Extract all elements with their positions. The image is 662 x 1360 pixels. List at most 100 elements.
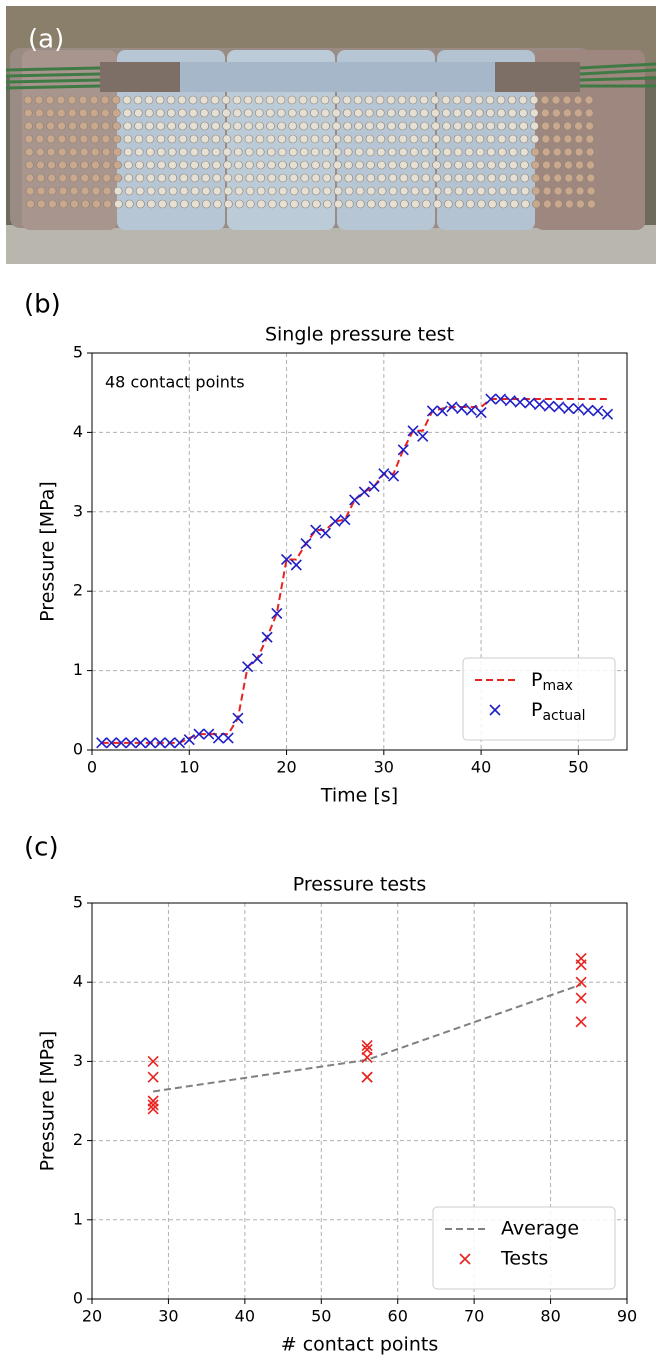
data-point xyxy=(378,468,390,480)
data-point xyxy=(147,1055,159,1067)
x-tick-label: 0 xyxy=(87,758,97,777)
chart-title: Single pressure test xyxy=(265,324,454,346)
x-tick-label: 60 xyxy=(388,1307,408,1326)
y-tick-label: 4 xyxy=(73,422,83,441)
data-point xyxy=(582,404,594,416)
plot-frame xyxy=(91,902,628,1300)
legend-box xyxy=(462,657,616,741)
data-point xyxy=(147,1071,159,1083)
y-tick-label: 1 xyxy=(73,660,83,679)
data-point xyxy=(553,401,565,413)
data-point xyxy=(144,737,156,749)
data-point xyxy=(105,737,118,749)
x-tick-label: 40 xyxy=(235,1307,255,1326)
data-point xyxy=(319,527,332,539)
data-point xyxy=(572,403,584,415)
data-point xyxy=(456,403,468,415)
data-point xyxy=(147,1103,159,1115)
data-point xyxy=(485,393,497,405)
data-point xyxy=(524,397,536,409)
x-tick-label: 40 xyxy=(471,758,491,777)
data-point xyxy=(387,470,400,482)
data-point xyxy=(575,976,587,988)
y-tick-label: 5 xyxy=(73,893,83,912)
data-point xyxy=(397,444,409,456)
y-axis-label: Pressure [MPa] xyxy=(37,1031,59,1172)
data-point xyxy=(125,737,137,749)
panel-label: (c) xyxy=(24,833,59,863)
legend-label: Average xyxy=(501,1218,579,1240)
y-tick-label: 2 xyxy=(73,1130,83,1149)
data-point xyxy=(183,734,195,746)
data-point xyxy=(339,514,351,526)
data-point xyxy=(349,494,361,506)
y-tick-label: 3 xyxy=(73,501,83,520)
legend-label: Tests xyxy=(500,1248,548,1270)
data-point xyxy=(575,1016,587,1028)
x-tick-label: 30 xyxy=(374,758,394,777)
y-tick-label: 1 xyxy=(73,1209,83,1228)
photo xyxy=(5,6,657,264)
y-tick-label: 4 xyxy=(73,972,83,991)
data-point xyxy=(575,992,587,1004)
data-point xyxy=(147,1095,159,1107)
data-point xyxy=(361,1071,373,1083)
panel-label: (b) xyxy=(24,290,61,320)
data-point xyxy=(222,732,234,744)
data-point xyxy=(300,537,312,550)
series-line xyxy=(152,983,582,1093)
legend-label: Pactual xyxy=(531,699,586,725)
data-point xyxy=(135,737,147,749)
data-point xyxy=(575,959,587,971)
data-point xyxy=(417,430,429,442)
data-point xyxy=(533,399,546,411)
x-tick-label: 90 xyxy=(617,1307,637,1326)
data-point xyxy=(164,737,176,749)
y-tick-label: 5 xyxy=(73,343,83,362)
data-point xyxy=(446,401,458,413)
chart-title: Pressure tests xyxy=(293,874,427,896)
x-tick-label: 80 xyxy=(540,1307,560,1326)
data-point xyxy=(329,515,341,527)
data-point xyxy=(173,737,186,749)
data-point xyxy=(232,712,244,724)
annotation: 48 contact points xyxy=(105,373,245,392)
x-tick-label: 50 xyxy=(311,1307,331,1326)
data-point xyxy=(271,607,283,619)
plot-frame xyxy=(91,352,628,751)
data-point xyxy=(310,524,322,536)
x-tick-label: 20 xyxy=(82,1307,102,1326)
data-point xyxy=(504,395,516,407)
data-point xyxy=(465,404,477,416)
data-point xyxy=(368,480,380,492)
data-point xyxy=(147,1099,159,1111)
x-tick-label: 30 xyxy=(158,1307,178,1326)
legend-swatch xyxy=(459,1253,471,1265)
data-point xyxy=(154,737,166,749)
data-point xyxy=(361,1043,373,1056)
y-tick-label: 0 xyxy=(73,1289,83,1308)
legend-label: Pmax xyxy=(531,669,573,695)
data-point xyxy=(242,661,254,673)
data-point xyxy=(494,393,507,405)
data-point xyxy=(203,728,215,740)
data-point xyxy=(358,486,370,498)
y-tick-label: 3 xyxy=(73,1051,83,1070)
panel-label: (a) xyxy=(28,25,64,55)
x-tick-label: 20 xyxy=(276,758,296,777)
data-point xyxy=(514,396,526,408)
data-point xyxy=(426,405,439,417)
data-point xyxy=(261,631,273,643)
y-tick-label: 0 xyxy=(73,740,83,759)
x-tick-label: 10 xyxy=(179,758,199,777)
y-tick-label: 2 xyxy=(73,581,83,600)
data-point xyxy=(361,1039,373,1052)
data-point xyxy=(361,1051,373,1064)
data-point xyxy=(115,737,127,749)
x-axis-label: Time [s] xyxy=(320,785,398,807)
data-point xyxy=(96,737,108,749)
x-tick-label: 70 xyxy=(464,1307,484,1326)
y-axis-label: Pressure [MPa] xyxy=(37,481,59,622)
data-point xyxy=(601,408,614,420)
